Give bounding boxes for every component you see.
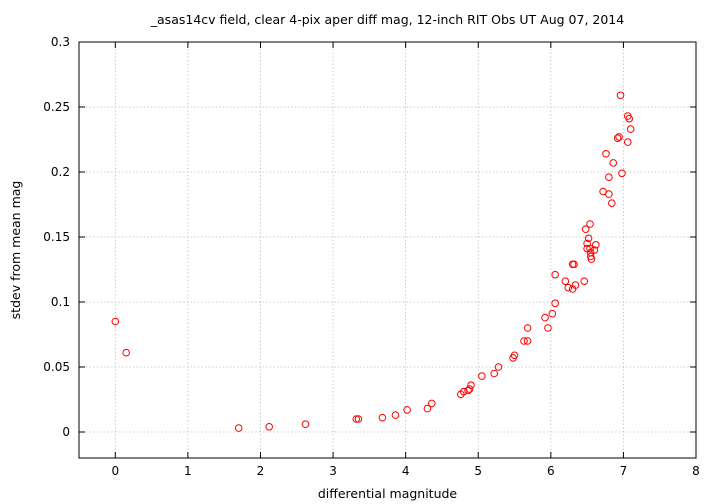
- data-point: [609, 159, 618, 167]
- y-tick-label: 0.15: [43, 230, 70, 244]
- data-point: [581, 225, 590, 233]
- data-point: [494, 363, 503, 371]
- data-point: [615, 133, 623, 141]
- y-tick-label: 0: [62, 425, 70, 439]
- x-tick-label: 8: [692, 464, 700, 478]
- data-point: [592, 241, 600, 249]
- data-point: [551, 299, 559, 308]
- x-tick-label: 6: [547, 464, 555, 478]
- data-point: [626, 125, 635, 133]
- data-point: [590, 246, 599, 254]
- data-point: [625, 114, 634, 123]
- data-point: [618, 169, 626, 178]
- axis-ticks: 0 1 2 3 4 5 6 7 8 0 0.05 0.1 0.15 0.2 0.25 0.3: [43, 35, 700, 478]
- data-point: [548, 309, 557, 318]
- data-point: [465, 385, 474, 393]
- data-point: [580, 277, 589, 286]
- data-point: [586, 220, 594, 228]
- y-axis-label: stdev from mean mag: [8, 181, 23, 320]
- data-point: [301, 420, 310, 429]
- data-point: [378, 413, 387, 422]
- data-point: [520, 337, 528, 345]
- data-point: [613, 134, 622, 142]
- data-point: [523, 337, 532, 345]
- data-point: [584, 234, 593, 243]
- data-point: [571, 281, 580, 289]
- y-tick-label: 0.1: [51, 295, 70, 309]
- data-point: [265, 423, 273, 431]
- data-point: [605, 190, 613, 198]
- data-point: [564, 283, 573, 292]
- data-point: [510, 351, 519, 360]
- data-point: [111, 317, 120, 326]
- x-tick-label: 7: [620, 464, 628, 478]
- x-tick-label: 3: [329, 464, 337, 478]
- data-point: [467, 381, 475, 390]
- y-tick-label: 0.25: [43, 100, 70, 114]
- data-point: [541, 313, 549, 322]
- data-point: [587, 255, 596, 263]
- y-tick-label: 0.05: [43, 360, 70, 374]
- x-tick-label: 1: [184, 464, 192, 478]
- x-tick-label: 4: [402, 464, 410, 478]
- grid: [79, 41, 697, 458]
- data-point: [423, 404, 432, 413]
- x-tick-label: 5: [474, 464, 482, 478]
- data-point: [605, 173, 613, 181]
- chart-title: _asas14cv field, clear 4-pix aper diff m…: [150, 12, 624, 27]
- data-point: [391, 411, 400, 419]
- x-tick-label: 2: [257, 464, 265, 478]
- data-point: [602, 150, 610, 158]
- y-tick-label: 0.3: [51, 35, 70, 49]
- x-axis-label: differential magnitude: [318, 486, 458, 501]
- data-point: [490, 369, 499, 378]
- data-point: [623, 138, 632, 146]
- data-point: [352, 415, 361, 423]
- data-point: [561, 277, 570, 286]
- data-point: [234, 424, 243, 432]
- data-point: [551, 270, 559, 279]
- data-point: [478, 372, 486, 380]
- data-point: [616, 91, 625, 100]
- data-point: [403, 406, 411, 414]
- data-point: [523, 324, 532, 332]
- data-point: [544, 324, 552, 332]
- data-point: [586, 244, 594, 253]
- x-tick-label: 0: [111, 464, 119, 478]
- data-point: [570, 260, 578, 269]
- y-tick-label: 0.2: [51, 165, 70, 179]
- data-point: [607, 199, 616, 207]
- plot-frame: [78, 41, 697, 459]
- data-points: [111, 91, 635, 432]
- data-point: [122, 348, 130, 357]
- data-point: [354, 415, 363, 423]
- data-point: [427, 399, 436, 408]
